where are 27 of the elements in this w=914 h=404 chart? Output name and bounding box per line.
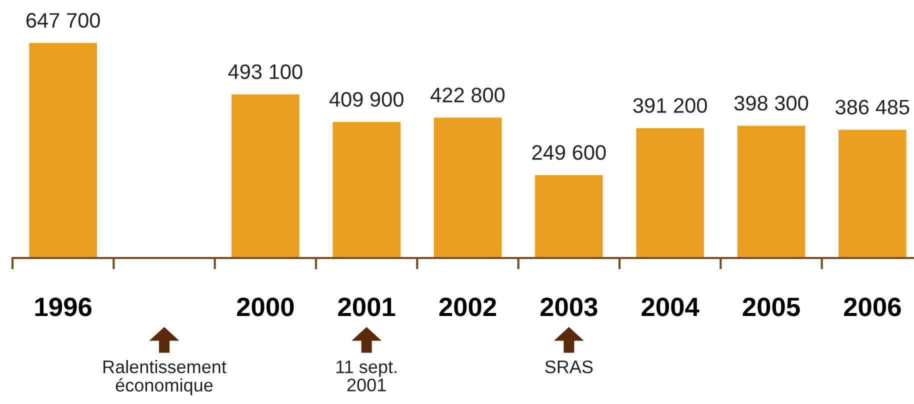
data-label: 391 200 (633, 98, 707, 113)
text: 11 sept. 2001 (336, 360, 396, 392)
bar (535, 175, 603, 258)
x-tick-label: 2003 (540, 298, 598, 316)
x-tick-label: 2002 (439, 298, 496, 316)
data-label: 386 485 (836, 100, 910, 114)
bar (232, 94, 300, 258)
text: SRAS (545, 360, 593, 374)
x-tick-label: 2004 (642, 298, 700, 316)
data-label: 249 600 (532, 145, 606, 160)
x-tick-label: 2000 (236, 298, 294, 316)
bar (29, 43, 97, 258)
data-label: 422 800 (430, 88, 505, 102)
x-tick-label: 2005 (742, 298, 800, 316)
data-label: 409 900 (329, 92, 404, 107)
data-label: 398 300 (734, 96, 808, 111)
data-label: 493 100 (228, 64, 302, 80)
bar (838, 130, 906, 258)
x-tick-label: 2006 (844, 298, 901, 316)
x-tick-label: 1996 (35, 298, 92, 316)
text: Ralentissement économique (104, 360, 226, 396)
bar (636, 128, 704, 258)
bar (434, 118, 502, 258)
bar (332, 122, 400, 258)
bar (737, 126, 806, 258)
data-label: 647 700 (26, 13, 100, 28)
x-tick-label: 2001 (338, 298, 396, 316)
